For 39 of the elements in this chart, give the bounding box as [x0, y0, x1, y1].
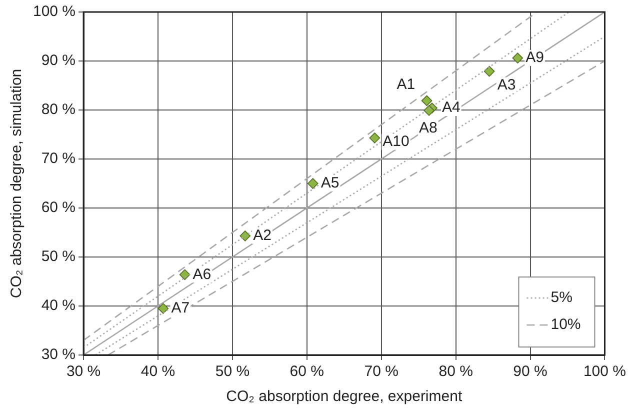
x-tick-label: 70 % — [364, 363, 398, 380]
annotation: A1 — [396, 76, 416, 93]
x-tick-label: 30 % — [66, 363, 101, 380]
annotation: A8 — [419, 120, 438, 137]
x-tick-label: 80 % — [438, 363, 473, 380]
point — [179, 269, 190, 280]
annotation: A5 — [320, 174, 340, 192]
point — [307, 178, 318, 189]
y-tick-label: 70 % — [41, 150, 76, 168]
annotation: A3 — [497, 76, 516, 94]
annotation: A4 — [442, 99, 460, 116]
point — [421, 95, 432, 106]
point — [158, 303, 169, 314]
annotation: A10 — [382, 133, 410, 150]
annotation: A6 — [192, 266, 212, 283]
annotation: A7 — [171, 300, 190, 317]
y-tick-label: 80 % — [41, 101, 76, 118]
point — [484, 66, 495, 77]
x-tick-label: 100 % — [583, 363, 626, 380]
legend-label: 10% — [550, 316, 581, 334]
point — [240, 230, 251, 242]
point — [369, 132, 380, 144]
y-tick-label: 30 % — [41, 346, 76, 364]
x-axis-title: CO₂ absorption degree, experiment — [226, 388, 463, 406]
y-tick-label: 100 % — [32, 3, 76, 20]
y-tick-label: 50 % — [41, 248, 76, 266]
y-axis-title: CO₂ absorption degree, simulation — [8, 68, 26, 298]
y-tick-label: 90 % — [41, 52, 76, 70]
x-tick-label: 50 % — [215, 363, 250, 380]
y-tick-label: 60 % — [41, 199, 76, 216]
x-tick-label: 40 % — [140, 363, 176, 380]
x-tick-label: 90 % — [513, 363, 548, 380]
annotation: A2 — [253, 227, 272, 244]
point — [512, 52, 524, 64]
point — [424, 105, 434, 116]
x-tick-label: 60 % — [290, 363, 324, 380]
legend-label: 5% — [550, 289, 572, 306]
annotation: A9 — [526, 49, 544, 66]
y-tick-label: 40 % — [41, 297, 76, 314]
